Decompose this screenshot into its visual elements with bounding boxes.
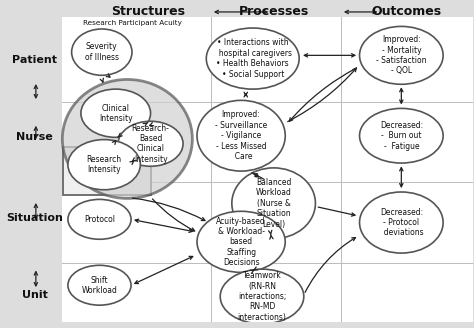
Text: Teamwork
(RN-RN
interactions;
RN-MD
interactions): Teamwork (RN-RN interactions; RN-MD inte… — [237, 271, 286, 322]
Ellipse shape — [68, 199, 131, 239]
Text: Processes: Processes — [238, 6, 309, 18]
Text: Patient: Patient — [12, 55, 57, 65]
Bar — [63, 147, 151, 195]
Ellipse shape — [68, 265, 131, 305]
Text: Research-
Based
Clinical
Intensity: Research- Based Clinical Intensity — [132, 124, 170, 164]
Ellipse shape — [81, 89, 151, 137]
Ellipse shape — [360, 27, 443, 84]
Text: Clinical
Intensity: Clinical Intensity — [99, 104, 133, 123]
Ellipse shape — [197, 100, 285, 171]
Text: Outcomes: Outcomes — [371, 6, 441, 18]
Text: Situation: Situation — [6, 213, 63, 223]
Ellipse shape — [360, 108, 443, 163]
Ellipse shape — [206, 28, 299, 89]
Text: Decreased:
- Protocol
  deviations: Decreased: - Protocol deviations — [379, 208, 424, 237]
Ellipse shape — [232, 168, 315, 238]
Text: Unit: Unit — [21, 290, 47, 300]
Text: Acuity-based
& Workload-
based
Staffing
Decisions: Acuity-based & Workload- based Staffing … — [216, 216, 266, 267]
Text: Protocol: Protocol — [84, 215, 115, 224]
Text: Nurse: Nurse — [16, 132, 53, 142]
Text: Structures: Structures — [111, 6, 185, 18]
Ellipse shape — [68, 140, 140, 190]
Text: • Interactions with
  hospital caregivers
• Health Behaviors
• Social Support: • Interactions with hospital caregivers … — [214, 38, 292, 79]
Bar — [63, 17, 474, 322]
Text: Improved:
- Mortality
- Satisfaction
- QOL: Improved: - Mortality - Satisfaction - Q… — [376, 35, 427, 75]
Text: Severity
of Illness: Severity of Illness — [85, 42, 119, 62]
Text: Improved:
- Surveillance
- Vigilance
- Less Missed
  Care: Improved: - Surveillance - Vigilance - L… — [215, 111, 267, 161]
Text: Balanced
Workload
(Nurse &
Situation
Level): Balanced Workload (Nurse & Situation Lev… — [255, 178, 292, 229]
Ellipse shape — [197, 211, 285, 272]
Ellipse shape — [360, 192, 443, 253]
Ellipse shape — [118, 121, 183, 166]
Ellipse shape — [63, 79, 192, 198]
Text: Decreased:
-  Burn out
-  Fatigue: Decreased: - Burn out - Fatigue — [380, 121, 423, 151]
Text: Research
Intensity: Research Intensity — [87, 155, 122, 174]
Ellipse shape — [72, 29, 132, 75]
Text: Research Participant Acuity: Research Participant Acuity — [83, 20, 182, 26]
Ellipse shape — [220, 269, 304, 324]
Text: Shift
Workload: Shift Workload — [82, 276, 118, 295]
